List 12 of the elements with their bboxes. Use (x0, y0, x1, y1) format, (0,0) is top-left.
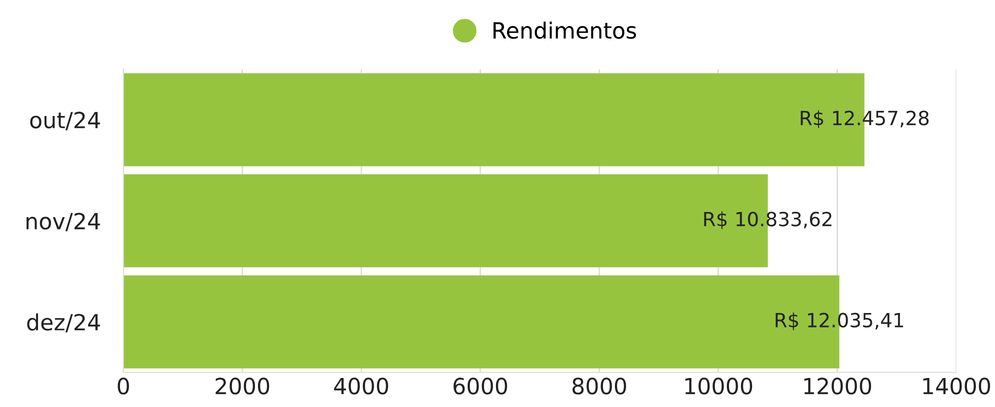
y-tick-label: dez/24 (27, 313, 100, 332)
x-tick-label: 8000 (572, 378, 626, 394)
x-tick-label: 4000 (334, 378, 388, 394)
x-tick-label: 14000 (923, 378, 990, 394)
x-tick-label: 12000 (804, 378, 872, 394)
y-tick-label: nov/24 (26, 212, 100, 232)
x-tick-label: 6000 (454, 378, 508, 394)
legend-label: Rendimentos (494, 22, 636, 39)
x-tick-label: 0 (118, 378, 129, 394)
y-tick-label: out/24 (30, 112, 100, 130)
x-tick-label: 10000 (685, 378, 752, 394)
x-tick-label: 2000 (216, 378, 270, 394)
